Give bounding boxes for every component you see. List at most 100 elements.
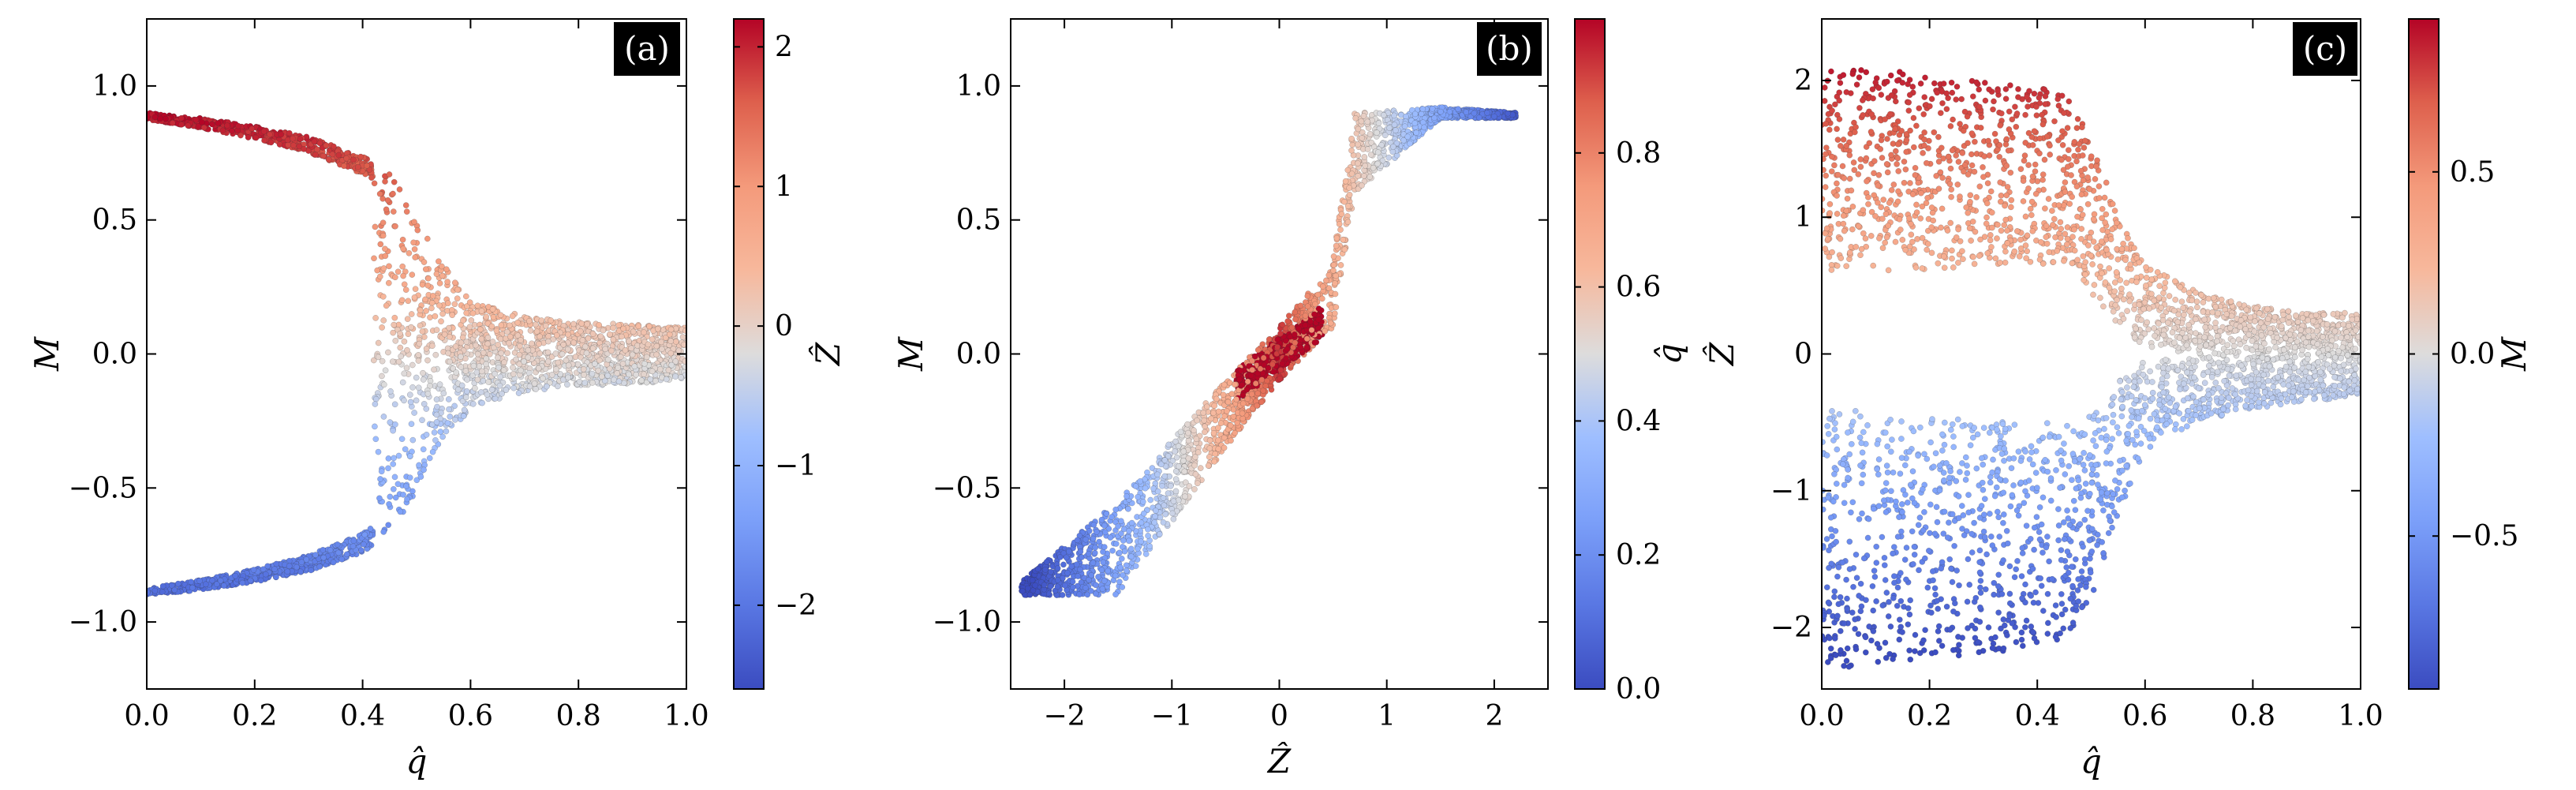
scatter-point [422, 296, 428, 303]
scatter-point [1355, 173, 1361, 179]
scatter-point [410, 239, 417, 246]
scatter-point [589, 370, 596, 377]
scatter-point [610, 336, 617, 343]
scatter-point [605, 356, 611, 363]
scatter-point [372, 423, 378, 430]
scatter-point [431, 429, 438, 436]
scatter-point [432, 313, 439, 320]
scatter-point [576, 378, 583, 385]
scatter-point [535, 365, 542, 372]
scatter-point [417, 307, 424, 313]
scatter-point [600, 327, 607, 334]
scatter-point [1243, 386, 1251, 393]
scatter-point [493, 328, 500, 334]
scatter-point [375, 339, 382, 346]
scatter-point [433, 419, 440, 425]
scatter-point [1390, 144, 1396, 150]
scatter-point [312, 152, 319, 158]
scatter-point [399, 236, 406, 243]
scatter-point [284, 568, 291, 575]
scatter-point [1374, 129, 1380, 136]
scatter-point [1112, 591, 1119, 597]
x-tick-label: 1.0 [664, 700, 708, 732]
scatter-point [560, 341, 566, 348]
scatter-point [285, 141, 291, 148]
scatter-point [495, 364, 502, 371]
scatter-point [470, 401, 477, 407]
scatter-point [657, 366, 664, 373]
scatter-point [468, 317, 475, 324]
scatter-point [429, 343, 436, 349]
scatter-point [452, 343, 459, 350]
scatter-point [1157, 514, 1164, 521]
scatter-point [284, 137, 291, 144]
scatter-point [1252, 353, 1258, 360]
scatter-point [1368, 140, 1375, 146]
scatter-point [490, 314, 497, 320]
scatter-point [385, 455, 392, 462]
scatter-point [1150, 485, 1157, 492]
scatter-point [1249, 358, 1255, 365]
scatter-point [1260, 388, 1266, 394]
scatter-point [247, 577, 254, 584]
scatter-point [1364, 146, 1371, 152]
scatter-point [377, 241, 384, 248]
scatter-point [667, 338, 675, 344]
scatter-point [380, 265, 387, 271]
scatter-point [1344, 167, 1352, 174]
scatter-point [488, 323, 495, 330]
scatter-point [320, 547, 327, 553]
scatter-point [572, 354, 579, 360]
scatter-point [290, 135, 296, 142]
scatter-point [293, 563, 300, 571]
scatter-point [480, 377, 487, 384]
scatter-point [421, 259, 428, 265]
scatter-point [303, 556, 310, 563]
scatter-point [1076, 591, 1082, 597]
scatter-point [200, 124, 208, 131]
scatter-point [619, 333, 625, 340]
scatter-point [665, 367, 672, 373]
scatter-point [330, 559, 337, 566]
scatter-point [1215, 446, 1222, 452]
scatter-point [224, 122, 230, 129]
scatter-point [414, 227, 421, 234]
scatter-point [1239, 381, 1246, 388]
scatter-point [615, 322, 622, 328]
scatter-point [1180, 457, 1187, 464]
scatter-point [396, 186, 403, 193]
scatter-point [531, 380, 538, 387]
scatter-point [420, 376, 427, 383]
scatter-point [405, 331, 412, 337]
scatter-point [429, 448, 436, 455]
scatter-point [1132, 563, 1139, 569]
scatter-point [382, 178, 388, 185]
scatter-point [387, 493, 394, 500]
scatter-point [417, 322, 424, 329]
scatter-point [581, 372, 587, 378]
scatter-point [559, 350, 566, 358]
scatter-point [484, 391, 491, 398]
scatter-point [444, 420, 451, 426]
colorbar-tick-label: −2 [775, 590, 817, 622]
scatter-point [680, 341, 686, 348]
scatter-point [485, 379, 492, 385]
scatter-point [553, 366, 559, 373]
scatter-point [417, 474, 424, 480]
scatter-point [1227, 422, 1234, 429]
scatter-point [545, 358, 551, 365]
scatter-point [380, 294, 387, 300]
scatter-point [401, 281, 408, 288]
scatter-point [378, 468, 385, 475]
scatter-point [1236, 376, 1243, 383]
scatter-point [1204, 403, 1210, 410]
scatter-point [647, 376, 654, 383]
scatter-point [316, 563, 323, 570]
scatter-point [290, 142, 297, 148]
scatter-point [325, 156, 332, 163]
scatter-point [1330, 262, 1337, 268]
scatter-point [635, 323, 642, 330]
scatter-point [387, 419, 394, 425]
scatter-point [602, 346, 608, 353]
scatter-point [432, 351, 439, 358]
